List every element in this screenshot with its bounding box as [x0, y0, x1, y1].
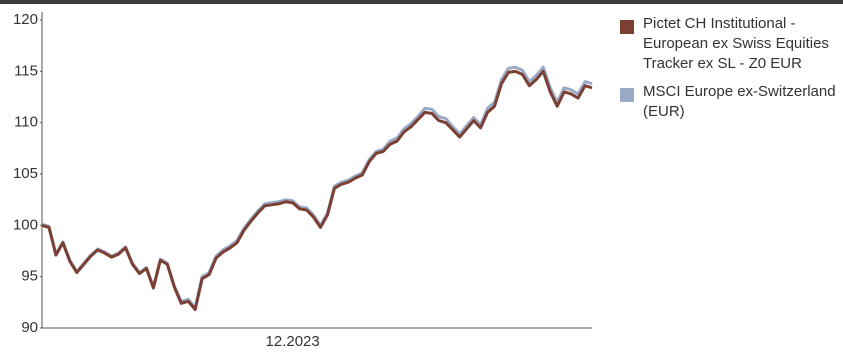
y-tick-label: 95 — [21, 268, 38, 285]
y-tick-label: 115 — [14, 62, 38, 79]
y-tick-label: 90 — [21, 319, 38, 336]
legend-label: Pictet CH Institutional - European ex Sw… — [643, 15, 829, 72]
series-line — [41, 69, 593, 312]
y-tick-label: 110 — [14, 114, 38, 131]
legend-swatch — [620, 88, 634, 102]
legend-label: MSCI Europe ex-Switzerland (EUR) — [643, 83, 836, 120]
y-tick-label: 105 — [13, 165, 38, 182]
legend-swatch — [620, 20, 634, 34]
y-tick-label: 120 — [13, 11, 38, 28]
series-line — [41, 65, 593, 309]
legend-item: Pictet CH Institutional - European ex Sw… — [620, 14, 840, 74]
legend: Pictet CH Institutional - European ex Sw… — [620, 14, 840, 130]
legend-item: MSCI Europe ex-Switzerland (EUR) — [620, 82, 840, 122]
x-tick-label: 12.2023 — [266, 333, 320, 350]
top-bar — [0, 0, 843, 4]
y-tick-label: 100 — [13, 216, 38, 233]
